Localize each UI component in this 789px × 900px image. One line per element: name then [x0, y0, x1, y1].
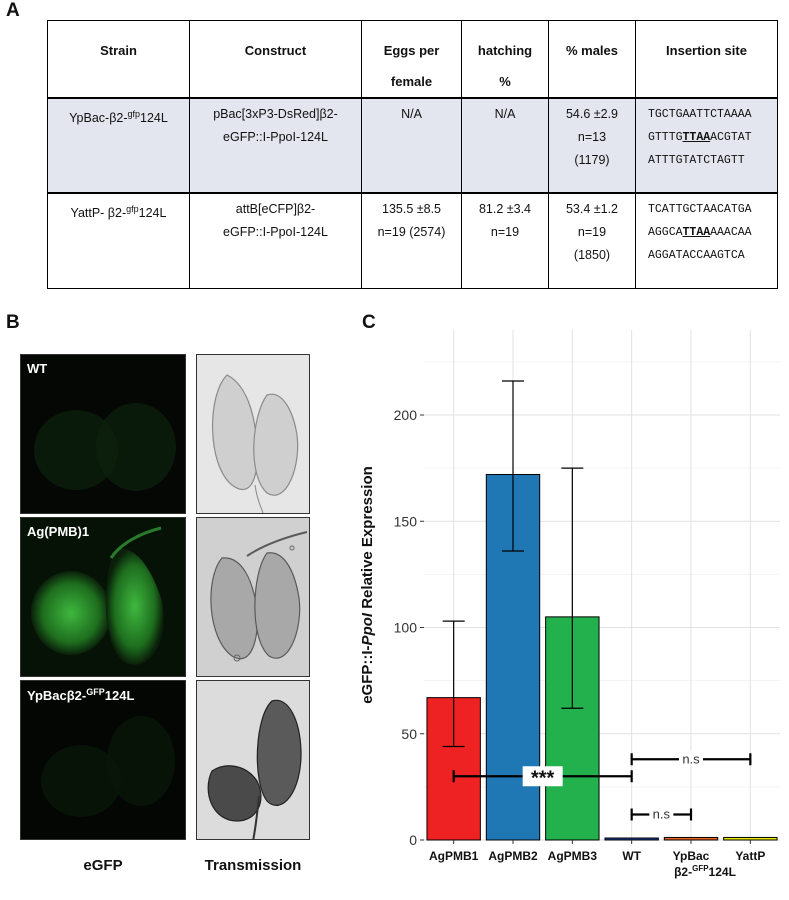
panel-label-b: B	[6, 312, 20, 333]
y-tick-label: 200	[394, 407, 418, 423]
x-tick-label-wt: WT	[622, 849, 641, 863]
cell-hatching: N/A	[461, 97, 549, 194]
header-strain: Strain	[47, 20, 190, 99]
wt-transmission-image	[196, 354, 310, 514]
cell-males: 53.4 ±1.2 n=19 (1850)	[548, 192, 636, 289]
error-bars	[442, 380, 584, 748]
y-axis-label: eGFP::I-PpoI Relative Expression	[359, 466, 376, 704]
x-tick-label-yattp: YattP	[735, 849, 765, 863]
cell-insertion-site: TCATTGCTAACATGA AGGCATTAAAAACAA AGGATACC…	[635, 192, 778, 289]
y-tick-label: 100	[394, 620, 418, 636]
ypbac-label: YpBacβ2-GFP124L	[27, 687, 135, 703]
annotation-label-bg	[649, 806, 674, 821]
agpmb1-transmission-image	[196, 517, 310, 677]
egfp-column-label: eGFP	[83, 857, 123, 874]
cell-strain: YpBac-β2-gfp124L	[47, 97, 190, 194]
y-ticks: 0 50 100 150 200	[394, 407, 424, 848]
table-row: YpBac-β2-gfp124L pBac[3xP3-DsRed]β2- eGF…	[47, 97, 778, 194]
wt-faint-ovaries	[34, 403, 176, 491]
bar-ypbac	[663, 836, 719, 841]
cell-males: 54.6 ±2.9 n=13 (1179)	[548, 97, 636, 194]
y-tick-label: 0	[409, 832, 417, 848]
annotation-label: n.s	[682, 751, 700, 766]
transmission-column-label: Transmission	[204, 857, 302, 874]
x-tick-label-second-line: β2-GFP124L	[674, 864, 736, 879]
ypbac-transmission-image	[196, 680, 310, 840]
cell-eggs: N/A	[361, 97, 462, 194]
wt-label: WT	[27, 361, 48, 376]
x-tick-label-agpmb2: AgPMB2	[488, 849, 538, 863]
cell-insertion-site: TGCTGAATTCTAAAA GTTTGTTAAACGTAT ATTTGTAT…	[635, 97, 778, 194]
header-hatching: hatching %	[461, 20, 549, 99]
wt-ovaries-outline	[212, 374, 299, 513]
ypbac-ovaries-outline	[207, 699, 302, 839]
header-males: % males	[548, 20, 636, 99]
y-tick-label: 150	[394, 513, 418, 529]
header-construct: Construct	[189, 20, 362, 99]
bar-wt	[604, 837, 659, 841]
panel-label-c: C	[362, 312, 376, 333]
annotation-label: n.s	[653, 807, 671, 822]
x-tick-label-ypbac: YpBac	[673, 849, 710, 863]
header-eggs: Eggs per female	[361, 20, 462, 99]
strain-table: Strain Construct Eggs per female hatchin…	[47, 20, 778, 289]
ypbac-faint-ovaries	[41, 716, 175, 817]
cell-strain: YattP- β2-gfp124L	[47, 192, 190, 289]
grid	[424, 330, 780, 841]
annotation-label: ***	[531, 767, 555, 789]
annotations: *** n.s n.s	[452, 751, 752, 822]
y-tick-label: 50	[401, 726, 417, 742]
cell-hatching: 81.2 ±3.4 n=19	[461, 192, 549, 289]
table-row: YattP- β2-gfp124L attB[eCFP]β2- eGFP::I-…	[47, 192, 778, 289]
agpmb1-label: Ag(PMB)1	[27, 524, 90, 539]
x-tick-label-agpmb3: AgPMB3	[548, 849, 598, 863]
agpmb1-green-ovaries	[31, 526, 164, 665]
ypbac-egfp-image: YpBacβ2-GFP124L	[20, 680, 186, 840]
cell-construct: attB[eCFP]β2- eGFP::I-PpoI-124L	[189, 192, 362, 289]
table-header-row: Strain Construct Eggs per female hatchin…	[47, 20, 778, 99]
cell-eggs: 135.5 ±8.5 n=19 (2574)	[361, 192, 462, 289]
bar-yattp	[723, 836, 778, 841]
agpmb1-egfp-image: Ag(PMB)1	[20, 517, 186, 677]
annotation-label-bg	[679, 751, 703, 766]
annotation-label-bg	[522, 766, 563, 787]
agpmb1-ovaries-outline	[210, 531, 308, 662]
wt-egfp-image: WT	[20, 354, 186, 514]
panel-label-a: A	[6, 0, 20, 21]
cell-construct: pBac[3xP3-DsRed]β2- eGFP::I-PpoI-124L	[189, 97, 362, 194]
x-tick-label-agpmb1: AgPMB1	[429, 849, 479, 863]
header-insertion-site: Insertion site	[635, 20, 778, 99]
